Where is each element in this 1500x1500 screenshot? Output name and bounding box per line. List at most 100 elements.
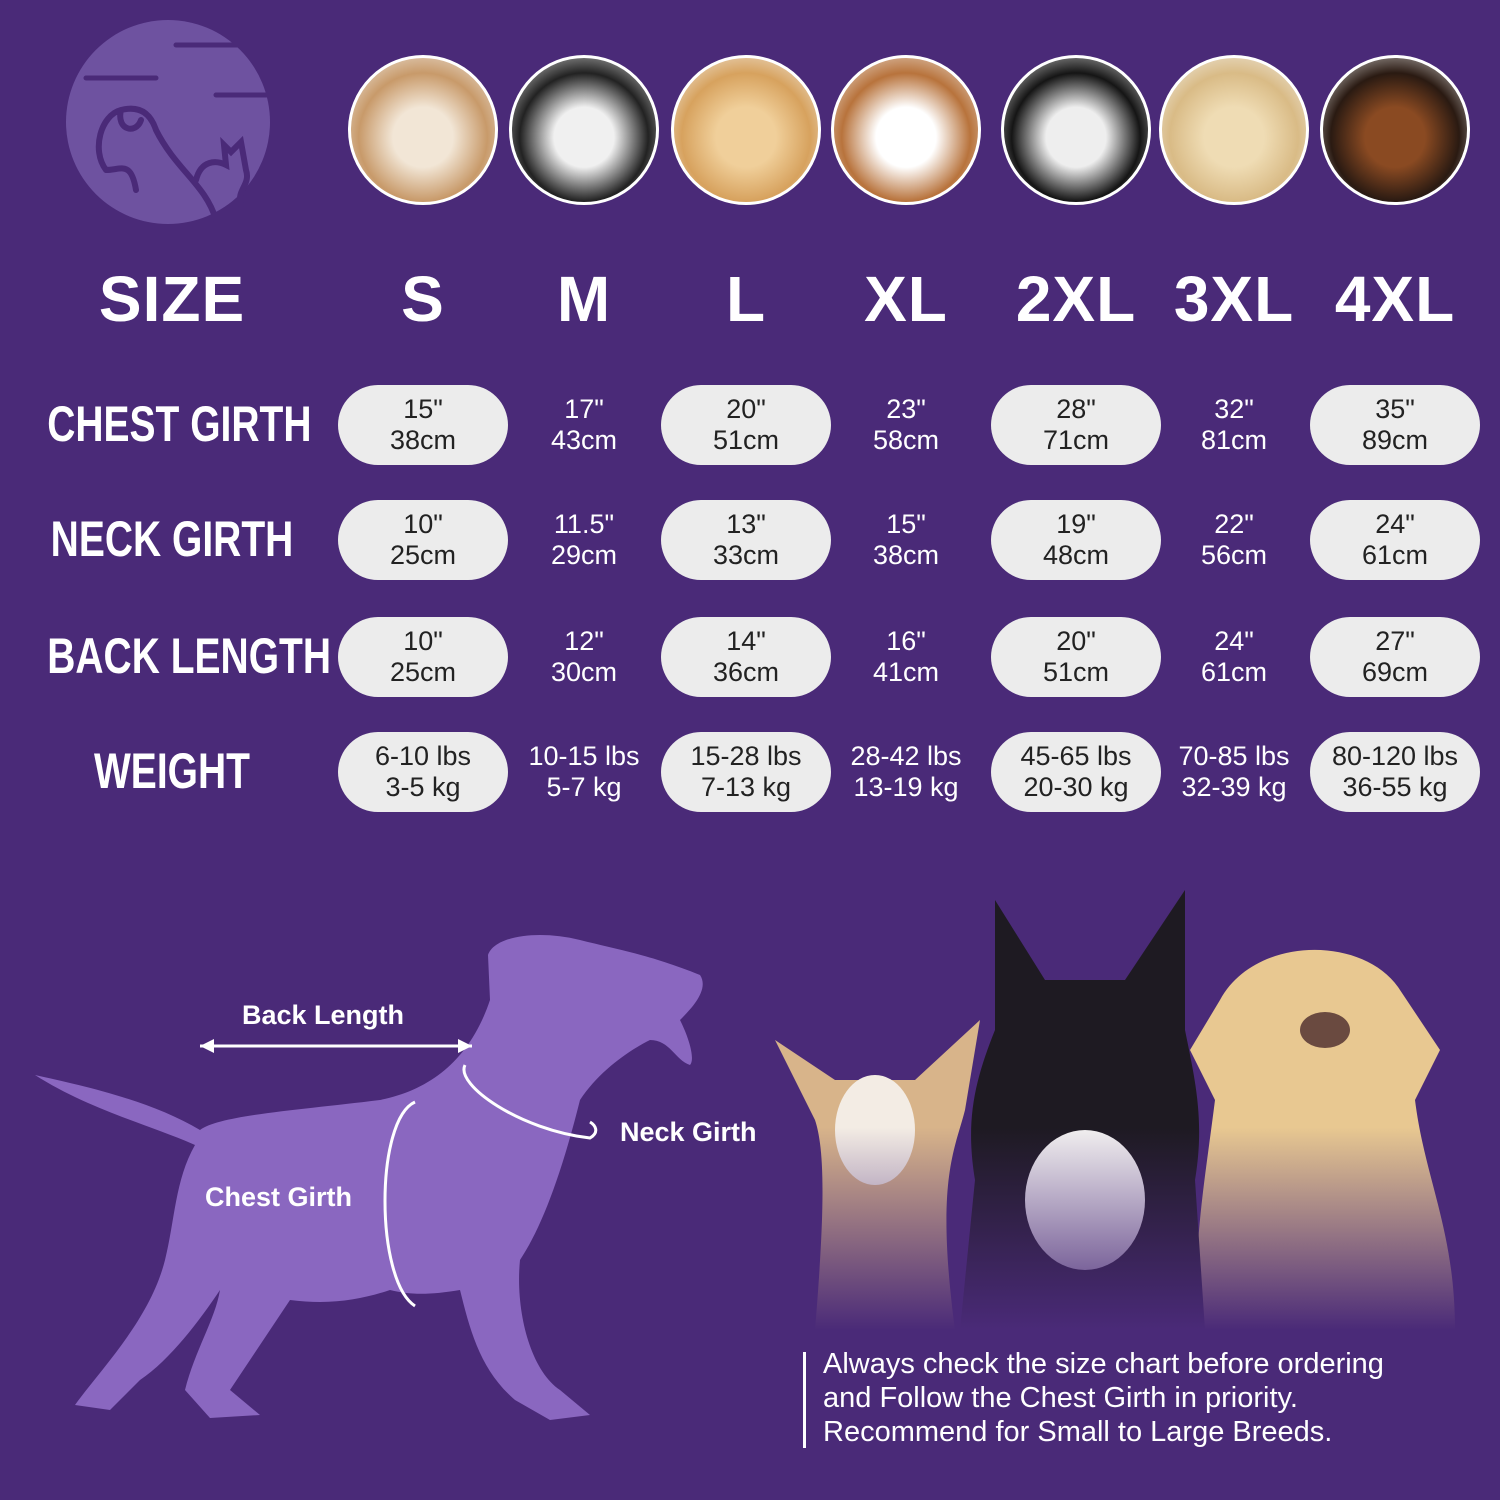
- imperial-value: 24": [1375, 509, 1415, 539]
- metric-value: 58cm: [872, 425, 940, 455]
- imperial-value: 15": [403, 394, 443, 424]
- metric-value: 51cm: [1042, 657, 1110, 687]
- metric-value: 3-5 kg: [385, 772, 461, 802]
- imperial-value: 6-10 lbs: [374, 741, 472, 771]
- dog-silhouette-diagram: [35, 935, 703, 1420]
- note-line: and Follow the Chest Girth in priority.: [823, 1382, 1298, 1414]
- metric-value: 33cm: [712, 540, 780, 570]
- metric-value: 89cm: [1361, 425, 1429, 455]
- metric-value: 5-7 kg: [546, 772, 622, 802]
- table-cell: 16" 41cm: [821, 617, 991, 697]
- imperial-value: 23": [886, 394, 926, 424]
- metric-value: 41cm: [872, 657, 940, 687]
- metric-value: 32-39 kg: [1181, 772, 1287, 802]
- chest-girth-label: Chest Girth: [205, 1182, 353, 1212]
- metric-value: 36cm: [712, 657, 780, 687]
- metric-value: 69cm: [1361, 657, 1429, 687]
- table-cell: 23" 58cm: [821, 385, 991, 465]
- table-cell: 14" 36cm: [661, 617, 831, 697]
- imperial-value: 80-120 lbs: [1331, 741, 1459, 771]
- table-cell: 27" 69cm: [1310, 617, 1480, 697]
- size-header-3XL: 3XL: [1173, 263, 1295, 335]
- note-line: Recommend for Small to Large Breeds.: [823, 1416, 1333, 1448]
- metric-value: 13-19 kg: [853, 772, 959, 802]
- border-collie-photo: [1001, 55, 1151, 205]
- table-cell: 10" 25cm: [338, 500, 508, 580]
- table-cell: 45-65 lbs 20-30 kg: [991, 732, 1161, 812]
- table-cell: 15" 38cm: [821, 500, 991, 580]
- metric-value: 20-30 kg: [1023, 772, 1129, 802]
- metric-value: 30cm: [550, 657, 618, 687]
- metric-value: 81cm: [1200, 425, 1268, 455]
- table-cell: 20" 51cm: [991, 617, 1161, 697]
- labrador-photo: [1159, 55, 1309, 205]
- size-header-4XL: 4XL: [1334, 263, 1456, 335]
- size-advice-note: Always check the size chart before order…: [823, 1347, 1384, 1449]
- metric-value: 48cm: [1042, 540, 1110, 570]
- size-header-2XL: 2XL: [1015, 263, 1137, 335]
- imperial-value: 32": [1214, 394, 1254, 424]
- table-cell: 10-15 lbs 5-7 kg: [499, 732, 669, 812]
- metric-value: 61cm: [1361, 540, 1429, 570]
- imperial-value: 35": [1375, 394, 1415, 424]
- metric-value: 29cm: [550, 540, 618, 570]
- table-cell: 32" 81cm: [1149, 385, 1319, 465]
- table-cell: 80-120 lbs 36-55 kg: [1310, 732, 1480, 812]
- table-cell: 24" 61cm: [1310, 500, 1480, 580]
- imperial-value: 19": [1056, 509, 1096, 539]
- imperial-value: 14": [726, 626, 766, 656]
- size-header-M: M: [556, 263, 612, 335]
- imperial-value: 20": [726, 394, 766, 424]
- imperial-value: 16": [886, 626, 926, 656]
- size-header-label: SIZE: [98, 263, 246, 335]
- metric-value: 25cm: [389, 657, 457, 687]
- imperial-value: 10-15 lbs: [528, 741, 640, 771]
- note-line: Always check the size chart before order…: [823, 1348, 1384, 1380]
- imperial-value: 20": [1056, 626, 1096, 656]
- back-length-label: Back Length: [242, 1000, 405, 1030]
- table-cell: 15-28 lbs 7-13 kg: [661, 732, 831, 812]
- table-cell: 15" 38cm: [338, 385, 508, 465]
- metric-value: 36-55 kg: [1342, 772, 1448, 802]
- size-header-L: L: [725, 263, 767, 335]
- metric-value: 61cm: [1200, 657, 1268, 687]
- metric-value: 71cm: [1042, 425, 1110, 455]
- imperial-value: 17": [564, 394, 604, 424]
- metric-value: 7-13 kg: [700, 772, 792, 802]
- imperial-value: 15-28 lbs: [690, 741, 802, 771]
- imperial-value: 45-65 lbs: [1020, 741, 1132, 771]
- table-cell: 11.5" 29cm: [499, 500, 669, 580]
- table-cell: 35" 89cm: [1310, 385, 1480, 465]
- table-cell: 17" 43cm: [499, 385, 669, 465]
- imperial-value: 13": [726, 509, 766, 539]
- row-label: BACK LENGTH: [47, 628, 332, 684]
- metric-value: 51cm: [712, 425, 780, 455]
- imperial-value: 27": [1375, 626, 1415, 656]
- imperial-value: 10": [403, 626, 443, 656]
- imperial-value: 24": [1214, 626, 1254, 656]
- imperial-value: 28-42 lbs: [850, 741, 962, 771]
- row-label: NECK GIRTH: [50, 511, 294, 567]
- imperial-value: 70-85 lbs: [1178, 741, 1290, 771]
- doberman-photo: [1320, 55, 1470, 205]
- row-label: WEIGHT: [94, 743, 250, 799]
- table-cell: 22" 56cm: [1149, 500, 1319, 580]
- imperial-value: 15": [886, 509, 926, 539]
- table-cell: 28-42 lbs 13-19 kg: [821, 732, 991, 812]
- dogs-group-photo: [765, 880, 1455, 1330]
- boston-terrier-photo: [509, 55, 659, 205]
- imperial-value: 22": [1214, 509, 1254, 539]
- dog-cat-logo-icon: [66, 20, 270, 224]
- table-cell: 10" 25cm: [338, 617, 508, 697]
- metric-value: 38cm: [872, 540, 940, 570]
- imperial-value: 11.5": [553, 509, 615, 539]
- neck-girth-label: Neck Girth: [620, 1117, 757, 1147]
- metric-value: 38cm: [389, 425, 457, 455]
- dog-silhouette: [35, 935, 703, 1420]
- table-cell: 20" 51cm: [661, 385, 831, 465]
- table-cell: 19" 48cm: [991, 500, 1161, 580]
- imperial-value: 28": [1056, 394, 1096, 424]
- table-cell: 28" 71cm: [991, 385, 1161, 465]
- size-header-XL: XL: [864, 263, 948, 335]
- metric-value: 56cm: [1200, 540, 1268, 570]
